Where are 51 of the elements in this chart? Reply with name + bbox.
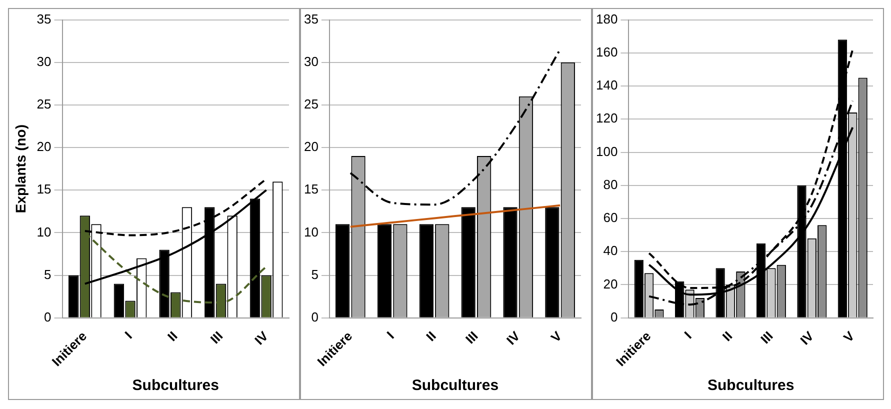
bar: [377, 224, 392, 318]
y-tick-label: 0: [311, 309, 318, 324]
x-tick-label: V: [840, 328, 858, 346]
y-tick-label: 25: [304, 96, 318, 112]
x-tick-label: IV: [797, 328, 817, 348]
x-tick-label: III: [462, 328, 481, 347]
bar: [461, 207, 476, 318]
x-tick-label: I: [681, 328, 694, 342]
x-axis-title: Subcultures: [708, 377, 794, 394]
y-tick-label: 5: [311, 266, 318, 282]
x-tick-label: III: [207, 328, 226, 347]
line-series: [349, 204, 562, 228]
y-tick-label: 160: [596, 44, 618, 60]
x-tick-label: V: [548, 328, 565, 346]
y-tick-label: 20: [304, 139, 318, 154]
y-tick-label: 15: [36, 182, 52, 197]
y-tick-label: 10: [304, 224, 318, 240]
y-tick-label: 100: [596, 144, 618, 159]
y-tick-label: 180: [596, 11, 618, 26]
x-tick-label: II: [164, 328, 180, 344]
y-tick-label: 15: [304, 182, 318, 197]
x-axis-title: Subcultures: [132, 377, 219, 394]
y-tick-label: 60: [603, 210, 618, 226]
y-tick-label: 30: [304, 54, 318, 69]
y-tick-label: 35: [304, 11, 318, 26]
y-tick-label: 30: [36, 54, 52, 69]
y-tick-label: 140: [596, 78, 618, 93]
y-tick-label: 35: [36, 11, 52, 26]
y-tick-label: 80: [603, 176, 618, 192]
x-tick-label: I: [122, 328, 135, 342]
x-tick-label: IV: [503, 328, 523, 348]
y-tick-label: 20: [603, 276, 618, 292]
y-axis-title: Explants (no): [12, 124, 28, 214]
bar: [503, 207, 518, 318]
x-tick-label: IV: [252, 328, 272, 348]
y-tick-label: 20: [36, 139, 52, 154]
bar: [545, 207, 560, 318]
y-tick-label: 25: [36, 96, 52, 112]
y-tick-label: 40: [603, 243, 618, 258]
y-tick-label: 0: [610, 309, 618, 324]
x-tick-label: I: [384, 328, 397, 342]
bar: [419, 224, 434, 318]
x-axis-title: Subcultures: [412, 377, 499, 394]
y-tick-label: 120: [596, 110, 618, 126]
x-tick-label: II: [719, 328, 736, 344]
y-tick-label: 0: [44, 309, 52, 324]
y-tick-label: 5: [44, 266, 52, 282]
y-tick-label: 10: [36, 224, 52, 240]
x-tick-label: II: [423, 328, 439, 344]
bar: [335, 224, 350, 318]
x-tick-label: III: [758, 328, 776, 347]
